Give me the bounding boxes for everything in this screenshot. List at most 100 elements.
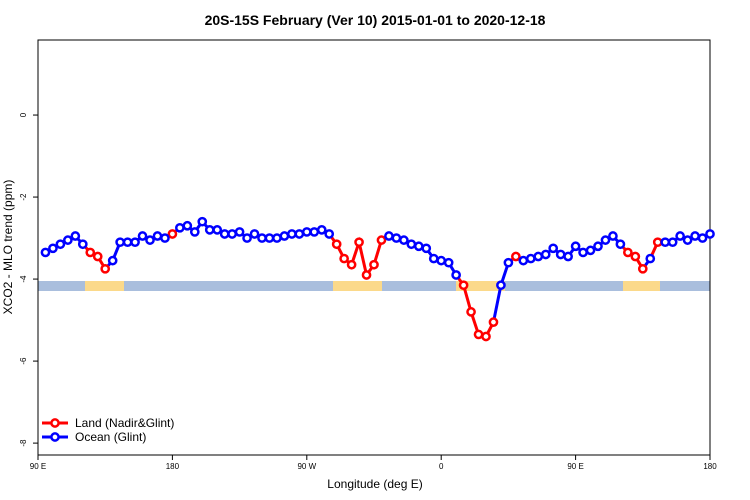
point [391, 233, 402, 243]
point [548, 243, 559, 254]
point [212, 225, 223, 235]
y-tick-label: -6 [19, 357, 28, 365]
point [630, 251, 641, 262]
y-axis-label: XCO2 - MLO trend (ppm) [1, 180, 15, 315]
point [436, 255, 447, 266]
point [182, 220, 193, 231]
point [287, 229, 297, 239]
point [77, 239, 88, 250]
point [369, 259, 379, 270]
point [204, 225, 215, 235]
point [421, 243, 432, 254]
point [272, 233, 282, 243]
point [346, 259, 357, 270]
x-tick-label: 90 W [297, 462, 316, 471]
point [85, 247, 96, 258]
point [264, 233, 275, 243]
point [697, 233, 708, 243]
point [92, 251, 103, 262]
point [242, 233, 252, 243]
legend-marker [50, 418, 60, 428]
point [593, 241, 603, 252]
point [122, 237, 133, 248]
point [578, 247, 588, 258]
point [189, 227, 200, 237]
point [137, 231, 148, 241]
land-band [623, 281, 660, 291]
x-tick-label: 180 [166, 462, 180, 471]
point [466, 307, 476, 317]
point [197, 216, 208, 227]
chart-title: 20S-15S February (Ver 10) 2015-01-01 to … [205, 12, 546, 28]
point [600, 235, 611, 245]
land-mask-band [38, 281, 710, 291]
y-tick-label: -2 [19, 193, 28, 201]
point [257, 233, 267, 243]
legend: Land (Nadir&Glint)Ocean (Glint) [42, 416, 174, 444]
point [652, 237, 663, 248]
point [249, 229, 260, 239]
point [637, 263, 648, 274]
x-tick-label: 90 E [30, 462, 46, 471]
point [705, 229, 715, 239]
point [294, 229, 305, 239]
point [301, 227, 312, 237]
point [384, 231, 394, 241]
point [585, 245, 596, 256]
point [525, 253, 536, 264]
point [563, 251, 573, 262]
point [160, 233, 170, 243]
point [324, 229, 335, 239]
point [376, 235, 387, 245]
point [660, 237, 671, 248]
point [443, 257, 454, 268]
point [130, 237, 140, 248]
legend-label: Ocean (Glint) [75, 430, 146, 444]
point [451, 270, 461, 280]
point [682, 235, 693, 245]
point [540, 249, 551, 260]
point [167, 229, 178, 239]
point [331, 239, 342, 250]
point [316, 225, 327, 235]
point [555, 249, 566, 260]
point [63, 235, 73, 245]
x-tick-label: 180 [703, 462, 717, 471]
point [645, 253, 656, 264]
point [690, 231, 700, 241]
point [481, 331, 491, 342]
point [406, 239, 417, 250]
point [309, 227, 320, 237]
point [518, 255, 529, 266]
point [608, 231, 618, 241]
point [458, 280, 469, 291]
point [533, 251, 544, 262]
point [40, 247, 51, 258]
point [511, 251, 521, 262]
point [48, 243, 58, 254]
point [175, 222, 185, 233]
point [219, 229, 230, 239]
point [675, 231, 685, 241]
point [227, 229, 237, 239]
x-tick-label: 0 [439, 462, 444, 471]
point [354, 237, 364, 248]
point [503, 257, 514, 268]
point [473, 329, 484, 340]
x-axis-label: Longitude (deg E) [327, 477, 422, 491]
point [570, 241, 581, 252]
y-tick-label: 0 [19, 112, 28, 117]
point [361, 270, 372, 280]
point [107, 255, 118, 266]
point [623, 247, 633, 258]
plot-frame [37, 39, 711, 456]
point [55, 239, 66, 250]
point [496, 280, 506, 291]
point [615, 239, 626, 250]
point [339, 253, 349, 264]
point [100, 263, 111, 274]
legend-marker [50, 432, 60, 442]
connector [491, 284, 503, 323]
x-tick-label: 90 E [567, 462, 583, 471]
